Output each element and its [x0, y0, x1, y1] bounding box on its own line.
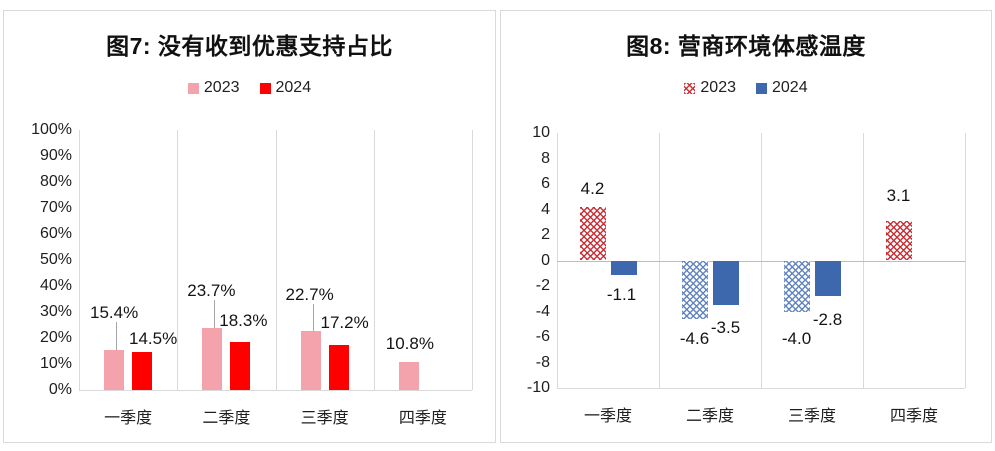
bar-2023-q4	[398, 361, 419, 390]
gridline	[373, 130, 375, 390]
x-axis-category-label: 三季度	[300, 410, 349, 427]
y-axis-tick-label: 100%	[31, 121, 72, 138]
y-axis-tick-label: 80%	[39, 173, 72, 190]
y-axis-tick-label: 10%	[39, 355, 72, 372]
y-axis-tick-label: -8	[535, 353, 550, 371]
bar-2023-q2	[681, 260, 708, 320]
blue-swatch-icon	[756, 82, 767, 94]
y-axis-tick-label: -2	[535, 277, 550, 294]
y-axis-tick-label: 2	[541, 226, 550, 243]
label-leader-line	[312, 303, 314, 331]
legend-item-2024: 2024	[756, 79, 808, 97]
x-axis-category-label: 一季度	[104, 410, 153, 427]
zero-axis-line	[557, 260, 965, 262]
figure7-panel: 图7: 没有收到优惠支持占比 2023 2024 100% 90% 80% 70% 60…	[3, 10, 496, 443]
y-axis-tick-label: -6	[535, 328, 550, 345]
y-axis-tick-label: 4	[541, 200, 550, 218]
figure7-plot-area: 100% 90% 80% 70% 60% 50% 40% 30% 20% 10% 0% 一季度 二季度 三…	[4, 11, 495, 442]
data-label: 3.1	[886, 185, 911, 205]
y-axis-tick-label: 30%	[39, 303, 72, 320]
data-label: 10.8%	[385, 333, 434, 353]
data-label: -3.5	[710, 318, 741, 338]
legend-item-2024: 2024	[259, 79, 312, 97]
bar-2024-q3	[328, 345, 349, 390]
bar-2023-q1	[104, 349, 125, 390]
legend-item-2023: 2023	[187, 79, 240, 97]
data-label: -4.0	[781, 328, 812, 348]
gridline	[177, 130, 179, 390]
x-axis-category-label: 二季度	[202, 410, 251, 427]
bar-2023-q4	[885, 220, 912, 261]
legend-item-2023: 2023	[684, 79, 736, 97]
y-axis-tick-label: 50%	[39, 251, 72, 268]
x-axis-category-label: 四季度	[398, 410, 447, 427]
bar-2024-q2	[712, 260, 739, 306]
red-swatch-icon	[259, 82, 271, 94]
x-axis-line	[79, 390, 472, 391]
figure7-legend: 2023 2024	[4, 79, 495, 97]
bar-2023-q1	[579, 206, 606, 261]
x-axis-category-label: 四季度	[889, 408, 939, 425]
y-axis-tick-label: 10	[532, 124, 550, 141]
x-axis-category-label: 三季度	[787, 408, 837, 425]
figure8-legend: 2023 2024	[501, 79, 991, 97]
figure7-title: 图7: 没有收到优惠支持占比	[106, 33, 393, 59]
data-label: 22.7%	[285, 284, 334, 304]
y-axis-tick-label: 0%	[48, 381, 72, 398]
legend-label-2023: 2023	[700, 79, 736, 96]
data-label: 23.7%	[187, 281, 236, 301]
y-axis-tick-label: 8	[541, 149, 550, 167]
data-label: -2.8	[812, 310, 843, 330]
label-leader-line	[116, 321, 118, 350]
data-label: 4.2	[580, 178, 605, 198]
y-axis-tick-label: 0	[541, 251, 550, 269]
gridline	[275, 130, 277, 390]
bar-2023-q3	[783, 260, 810, 312]
gridline	[472, 130, 473, 390]
x-axis-line	[557, 388, 965, 389]
figure8-title: 图8: 营商环境体感温度	[626, 33, 866, 59]
legend-label-2023: 2023	[203, 79, 240, 96]
data-label: 14.5%	[129, 329, 178, 349]
y-axis-tick-label: 60%	[39, 225, 72, 242]
y-axis-tick-label: 70%	[39, 199, 72, 216]
y-axis-tick-label: 40%	[39, 277, 72, 294]
label-leader-line	[214, 300, 216, 329]
data-label: -1.1	[606, 284, 637, 304]
figure8-panel: 图8: 营商环境体感温度 2023 2024 10 8 6 4 2 0 -2 -4 -6 -8 -1…	[500, 10, 992, 443]
data-label: 15.4%	[90, 302, 139, 322]
pink-swatch-icon	[187, 82, 199, 94]
bar-2024-q3	[814, 260, 841, 297]
bar-2024-q1	[132, 352, 153, 390]
data-label: 17.2%	[320, 313, 369, 333]
x-axis-category-label: 一季度	[583, 408, 633, 425]
x-axis-category-label: 二季度	[685, 408, 735, 425]
legend-label-2024: 2024	[772, 79, 808, 96]
bar-2023-q2	[202, 328, 223, 390]
bar-2023-q3	[300, 330, 321, 390]
red-hatch-swatch-icon	[684, 82, 696, 94]
legend-label-2024: 2024	[275, 79, 312, 96]
data-label: 18.3%	[219, 311, 268, 331]
figure8-plot-area: 10 8 6 4 2 0 -2 -4 -6 -8 -10 一季度 二季度 三季度 四季度 4.2 -4.6 -4.…	[501, 11, 991, 442]
y-axis-tick-label: 20%	[39, 329, 72, 346]
gridline	[965, 133, 966, 388]
bar-2024-q2	[230, 342, 251, 390]
y-axis-tick-label: 90%	[39, 147, 72, 164]
data-label: -4.6	[679, 329, 710, 349]
gridline	[79, 130, 80, 390]
bar-2024-q1	[610, 260, 637, 275]
y-axis-tick-label: -10	[526, 379, 550, 396]
y-axis-tick-label: -4	[535, 302, 550, 320]
y-axis-tick-label: 6	[541, 175, 550, 192]
